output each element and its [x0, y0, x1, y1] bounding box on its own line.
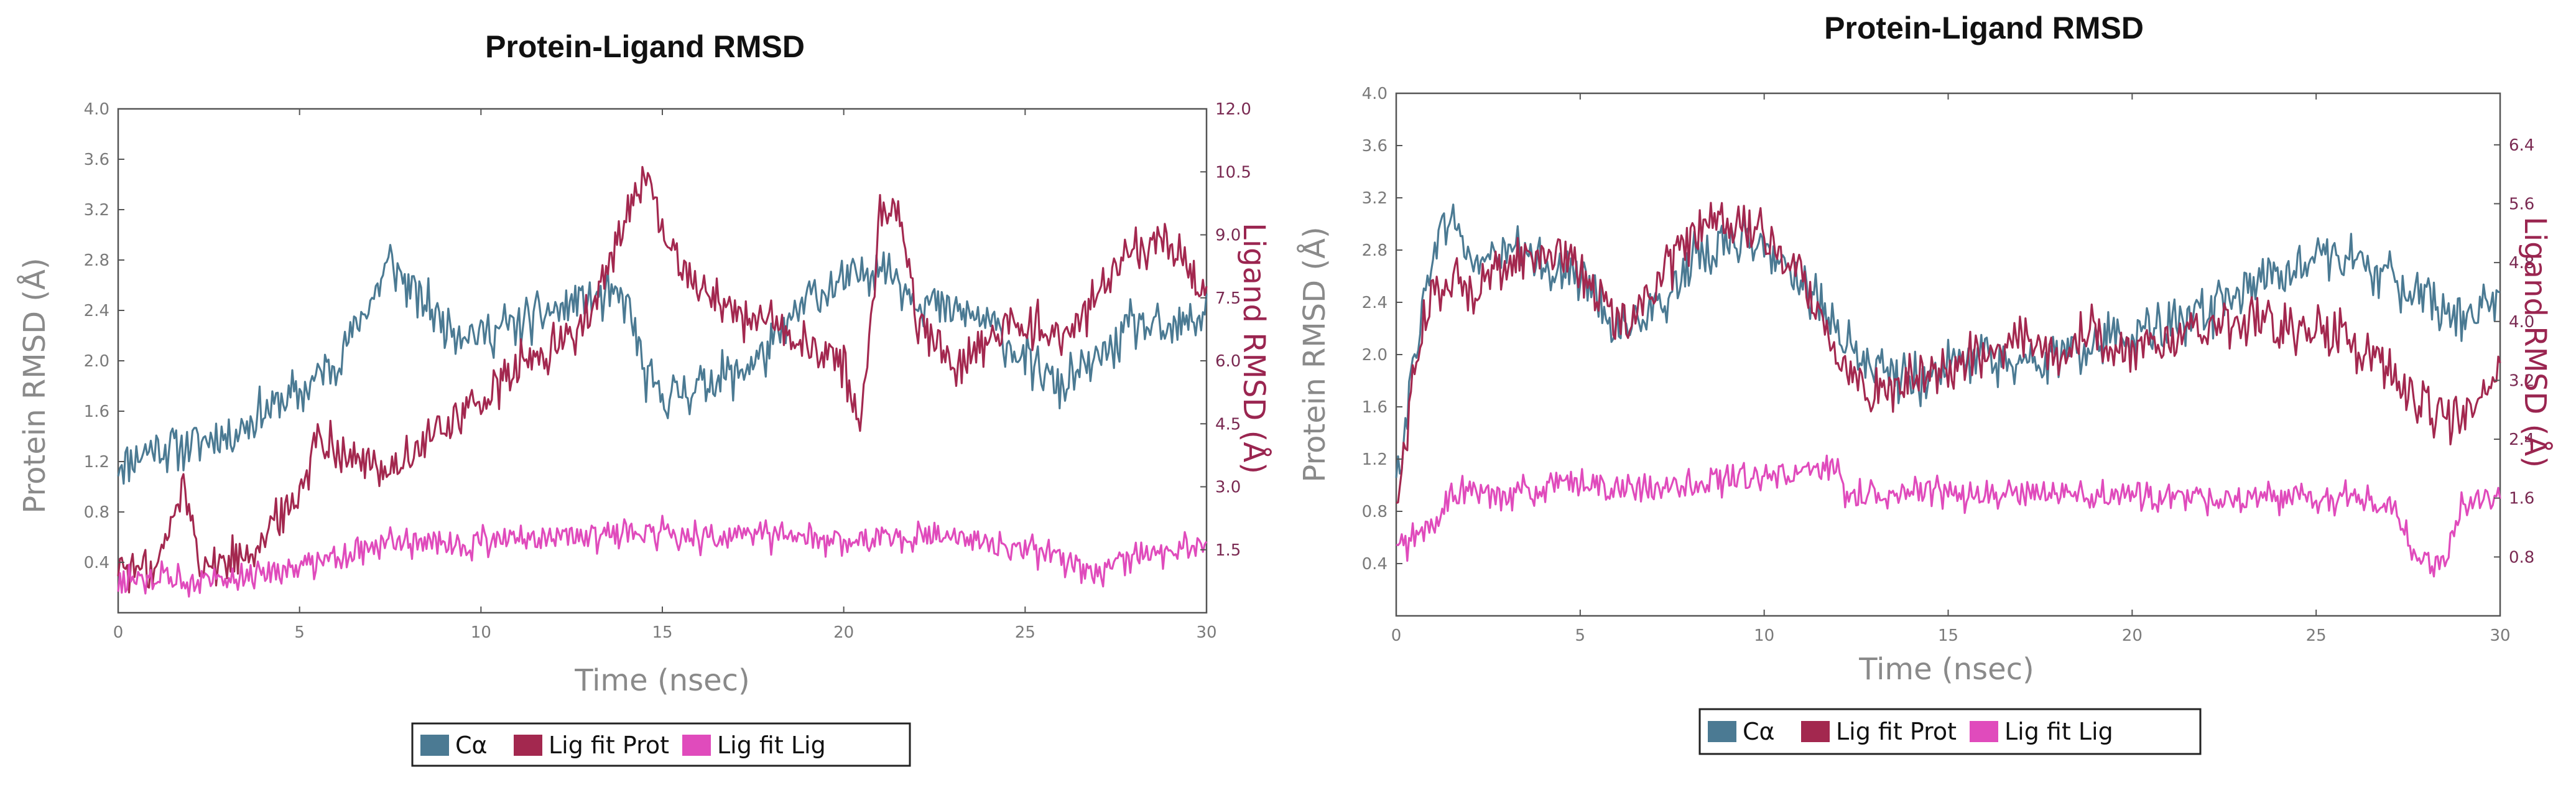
series-line-lig-fit-prot [117, 165, 1208, 594]
chart-title: Protein-Ligand RMSD [1824, 11, 2144, 45]
x-tick-label: 20 [2122, 626, 2143, 645]
legend-swatch-lig-fit-lig [682, 735, 711, 756]
series-layer [1395, 202, 2501, 578]
y-tick-label: 2.8 [1362, 241, 1388, 260]
legend: Cα Lig fit Prot Lig fit Lig [411, 722, 911, 767]
x-tick-label: 15 [1938, 626, 1958, 645]
legend-swatch-lig-fit-prot [1801, 721, 1830, 742]
y-tick-label: 3.2 [1362, 189, 1388, 208]
x-axis-label: Time (nsec) [1858, 652, 2034, 687]
y-tick-label: 2.0 [84, 352, 109, 371]
legend-swatch-lig-fit-lig [1970, 721, 1998, 742]
y2-tick-label: 4.5 [1215, 415, 1241, 434]
x-tick-label: 0 [1391, 626, 1402, 645]
chart-title: Protein-Ligand RMSD [485, 29, 805, 64]
y2-tick-label: 4.8 [2509, 254, 2534, 272]
y-tick-label: 3.6 [1362, 137, 1388, 156]
x-tick-label: 30 [2490, 626, 2510, 645]
y2-tick-label: 9.0 [1215, 226, 1241, 245]
x-tick-label: 10 [1754, 626, 1774, 645]
y-tick-label: 4.0 [84, 100, 109, 119]
x-tick-label: 5 [1575, 626, 1586, 645]
legend-label-ca: Cα [455, 732, 488, 759]
y2-tick-label: 6.0 [1215, 352, 1241, 371]
y-tick-label: 2.0 [1362, 346, 1388, 365]
y-tick-label: 1.6 [1362, 398, 1388, 417]
legend-label-lig-fit-lig: Lig fit Lig [2004, 718, 2113, 745]
y-tick-label: 1.2 [84, 453, 109, 472]
ticks-layer: 0 5 10 15 20 25 30 0.4 0.8 1.2 1.6 2.0 2.4 2.8 3.2 3.6 4… [84, 100, 1251, 642]
y2-tick-label: 4.0 [2509, 313, 2534, 332]
legend-box [1698, 708, 2202, 755]
series-line-lig-fit-lig [1396, 454, 2501, 578]
y-tick-label: 1.2 [1362, 450, 1388, 469]
series-line-ca [117, 244, 1208, 485]
series-line-lig-fit-lig [117, 514, 1208, 598]
y2-tick-label: 2.4 [2509, 430, 2534, 449]
y2-tick-label: 0.8 [2509, 548, 2534, 567]
ticks-layer: 0 5 10 15 20 25 30 0.4 0.8 1.2 1.6 2.0 2.4 2.8 3.2 3.6 4… [1362, 85, 2535, 645]
y2-tick-label: 3.2 [2509, 371, 2534, 390]
y2-tick-label: 5.6 [2509, 195, 2534, 213]
y2-tick-label: 6.4 [2509, 136, 2534, 155]
y2-tick-label: 7.5 [1215, 289, 1241, 308]
legend: Cα Lig fit Prot Lig fit Lig [1698, 708, 2202, 755]
legend-label-ca: Cα [1743, 718, 1775, 745]
series-line-lig-fit-prot [1396, 202, 2501, 504]
y-tick-label: 2.4 [84, 302, 109, 320]
y-tick-label: 0.4 [84, 554, 109, 572]
x-tick-label: 5 [294, 623, 305, 642]
y-tick-label: 3.2 [84, 201, 109, 220]
y2-tick-label: 3.0 [1215, 478, 1241, 497]
y-tick-label: 0.4 [1362, 555, 1388, 574]
y2-tick-label: 12.0 [1215, 100, 1251, 119]
x-tick-label: 25 [2306, 626, 2327, 645]
y2-axis-label: Ligand RMSD (Å) [2518, 216, 2553, 468]
y2-tick-label: 10.5 [1215, 163, 1251, 182]
legend-swatch-ca [420, 735, 449, 756]
x-tick-label: 20 [833, 623, 854, 642]
legend-label-lig-fit-prot: Lig fit Prot [1836, 718, 1957, 745]
x-tick-label: 10 [471, 623, 491, 642]
y2-axis-label: Ligand RMSD (Å) [1236, 223, 1272, 474]
y-axis-label: Protein RMSD (Å) [1297, 226, 1332, 482]
series-layer [117, 165, 1208, 598]
y-tick-label: 2.8 [84, 251, 109, 270]
y-tick-label: 0.8 [84, 503, 109, 522]
y2-tick-label: 1.6 [2509, 490, 2534, 508]
x-tick-label: 25 [1015, 623, 1035, 642]
x-tick-label: 15 [652, 623, 672, 642]
y-axis-label: Protein RMSD (Å) [17, 258, 52, 513]
legend-label-lig-fit-lig: Lig fit Lig [717, 732, 826, 759]
x-tick-label: 30 [1196, 623, 1216, 642]
chart-right: Protein-Ligand RMSD 0 5 10 15 20 25 30 0.4 0.8 1.… [1297, 11, 2553, 755]
x-axis-label: Time (nsec) [574, 663, 750, 698]
plot-frame [117, 108, 1208, 614]
y2-tick-label: 1.5 [1215, 541, 1241, 560]
legend-label-lig-fit-prot: Lig fit Prot [549, 732, 669, 759]
chart-left: Protein-Ligand RMSD 0 5 10 15 20 25 30 0.4 0.8 1.… [17, 29, 1272, 767]
series-line-ca [1395, 203, 2501, 478]
y-tick-label: 1.6 [84, 402, 109, 421]
y-tick-label: 2.4 [1362, 294, 1388, 312]
legend-swatch-lig-fit-prot [514, 735, 542, 756]
y-tick-label: 0.8 [1362, 503, 1388, 521]
y-tick-label: 3.6 [84, 151, 109, 169]
legend-box [411, 722, 911, 767]
x-tick-label: 0 [113, 623, 124, 642]
y-tick-label: 4.0 [1362, 85, 1388, 103]
legend-swatch-ca [1708, 721, 1736, 742]
